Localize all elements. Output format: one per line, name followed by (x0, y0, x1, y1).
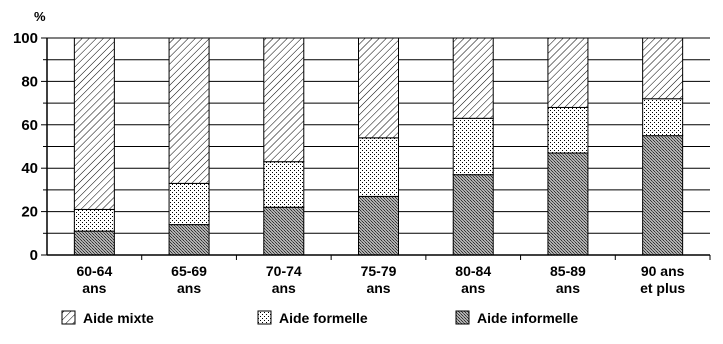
x-category-label: 75-79 (361, 263, 397, 279)
x-category-labels: 60-64ans65-69ans70-74ans75-79ans80-84ans… (76, 263, 685, 296)
legend-swatch-aide-mixte (61, 310, 76, 325)
x-category-label: 85-89 (550, 263, 586, 279)
bar-segment-aide-formelle (358, 137, 399, 197)
x-category-label: ans (177, 280, 201, 296)
bar-segment-aide-mixte (358, 37, 399, 139)
bar-segment-aide-mixte (452, 37, 494, 119)
x-category-label: et plus (640, 280, 685, 296)
y-tick-label: 40 (21, 160, 38, 177)
bar-segment-aide-informelle (358, 195, 399, 256)
bar-segment-aide-formelle (168, 182, 210, 226)
bar-segment-aide-formelle (73, 208, 115, 232)
x-category-label: ans (272, 280, 296, 296)
y-tick-label: 20 (21, 204, 38, 221)
bar-segment-aide-informelle (547, 152, 589, 256)
legend-label-aide-informelle: Aide informelle (477, 310, 578, 326)
legend: Aide mixte Aide formelle Aide informelle (61, 310, 578, 326)
bar-segment-aide-formelle (263, 161, 305, 208)
y-tick-labels: 0 20 40 60 80 100 (13, 30, 38, 264)
y-tick-label: 0 (30, 247, 38, 264)
bar-segment-aide-informelle (168, 224, 210, 256)
y-tick-label: 60 (21, 117, 38, 134)
legend-label-aide-mixte: Aide mixte (83, 310, 154, 326)
x-category-label: ans (556, 280, 580, 296)
bar-segment-aide-mixte (168, 37, 210, 184)
bars (73, 37, 684, 256)
x-category-label: ans (461, 280, 485, 296)
bar-segment-aide-formelle (642, 98, 684, 137)
bar-segment-aide-informelle (73, 230, 115, 256)
legend-label-aide-formelle: Aide formelle (279, 310, 368, 326)
x-category-label: 80-84 (455, 263, 491, 279)
x-category-label: 70-74 (266, 263, 302, 279)
legend-swatch-aide-formelle (257, 310, 272, 325)
legend-swatch-aide-informelle (455, 310, 470, 325)
y-tick-label: 100 (13, 30, 38, 47)
x-category-label: 90 ans (641, 263, 685, 279)
bar-segment-aide-mixte (263, 37, 305, 163)
x-category-label: 60-64 (76, 263, 112, 279)
bar-segment-aide-formelle (452, 117, 494, 176)
x-category-label: ans (82, 280, 106, 296)
bar-segment-aide-mixte (642, 37, 684, 100)
bar-segment-aide-mixte (547, 37, 589, 108)
axes (41, 37, 711, 260)
bar-segment-aide-informelle (263, 206, 305, 256)
x-category-label: ans (366, 280, 390, 296)
x-category-label: 65-69 (171, 263, 207, 279)
bar-segment-aide-informelle (642, 135, 684, 256)
bar-segment-aide-formelle (547, 106, 589, 154)
bar-segment-aide-mixte (73, 37, 115, 210)
y-tick-label: 80 (21, 73, 38, 90)
y-unit-label: % (34, 9, 46, 24)
bar-segment-aide-informelle (452, 174, 494, 256)
